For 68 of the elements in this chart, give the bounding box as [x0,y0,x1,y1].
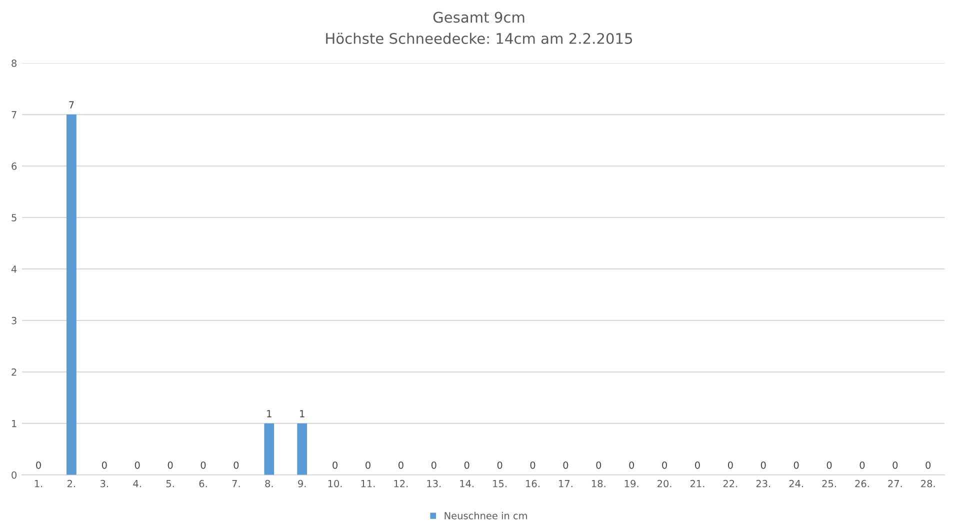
data-label: 0 [596,461,602,469]
x-tick-label: 27. [888,480,902,488]
x-tick-label: 28. [921,480,935,488]
x-tick-label: 21. [690,480,704,488]
x-tick-label: 7. [232,480,240,488]
data-label: 1 [267,410,272,418]
data-label: 1 [300,410,304,418]
data-label: 0 [366,461,370,469]
data-label: 0 [826,461,832,469]
data-label: 0 [234,461,239,469]
y-tick-label: 7 [12,111,16,118]
x-tick-label: 10. [328,480,342,488]
x-tick-label: 2. [68,480,76,488]
x-tick-label: 13. [427,480,441,488]
data-label: 7 [69,101,74,108]
data-label: 0 [563,461,568,469]
y-tick-label: 4 [11,266,17,273]
data-label: 0 [431,461,436,469]
x-tick-label: 5. [166,480,174,488]
data-label: 0 [662,461,667,469]
x-tick-label: 23. [756,480,770,488]
data-label: 0 [36,461,41,469]
data-label: 0 [134,461,140,469]
x-tick-label: 17. [559,480,572,488]
chart-title: Gesamt 9cm [433,12,524,23]
data-label: 0 [398,461,404,469]
x-tick-label: 25. [822,480,836,488]
y-tick-label: 5 [12,214,16,222]
data-label: 0 [760,461,766,469]
x-tick-label: 11. [361,480,375,488]
data-label: 0 [102,461,107,469]
data-label: 0 [464,461,470,469]
data-label: 0 [497,461,502,469]
data-label: 0 [332,461,338,469]
x-tick-label: 14. [460,480,474,488]
data-label: 0 [860,461,865,469]
x-tick-label: 1. [34,480,42,488]
data-label: 0 [695,461,700,469]
x-tick-label: 22. [723,480,738,488]
x-tick-label: 3. [100,480,108,488]
x-tick-label: 15. [493,480,506,488]
y-tick-label: 0 [12,471,17,479]
y-tick-label: 3 [12,316,16,324]
x-tick-label: 12. [394,480,408,488]
x-tick-label: 4. [133,480,141,488]
y-tick-label: 6 [12,162,17,170]
data-label: 0 [200,461,206,469]
data-label: 0 [629,461,634,469]
data-label: 0 [926,461,931,469]
x-tick-label: 6. [199,480,207,488]
data-label: 0 [794,461,799,469]
x-tick-label: 9. [298,480,306,488]
legend-label: Neuschnee in cm [444,512,527,520]
y-tick-label: 8 [12,60,17,67]
y-tick-label: 1 [12,420,16,428]
y-tick-label: 2 [12,368,16,376]
data-label: 0 [892,461,898,469]
data-label: 0 [168,461,173,469]
x-tick-label: 18. [592,480,606,488]
x-tick-label: 19. [624,480,638,488]
data-label: 0 [728,461,733,469]
x-tick-label: 24. [789,480,804,488]
x-tick-label: 8. [265,480,273,488]
chart-subtitle: Höchste Schneedecke: 14cm am 2.2.2015 [326,32,632,44]
x-tick-label: 20. [658,480,672,488]
data-label: 0 [530,461,536,469]
x-tick-label: 16. [526,480,540,488]
x-tick-label: 26. [855,480,869,488]
